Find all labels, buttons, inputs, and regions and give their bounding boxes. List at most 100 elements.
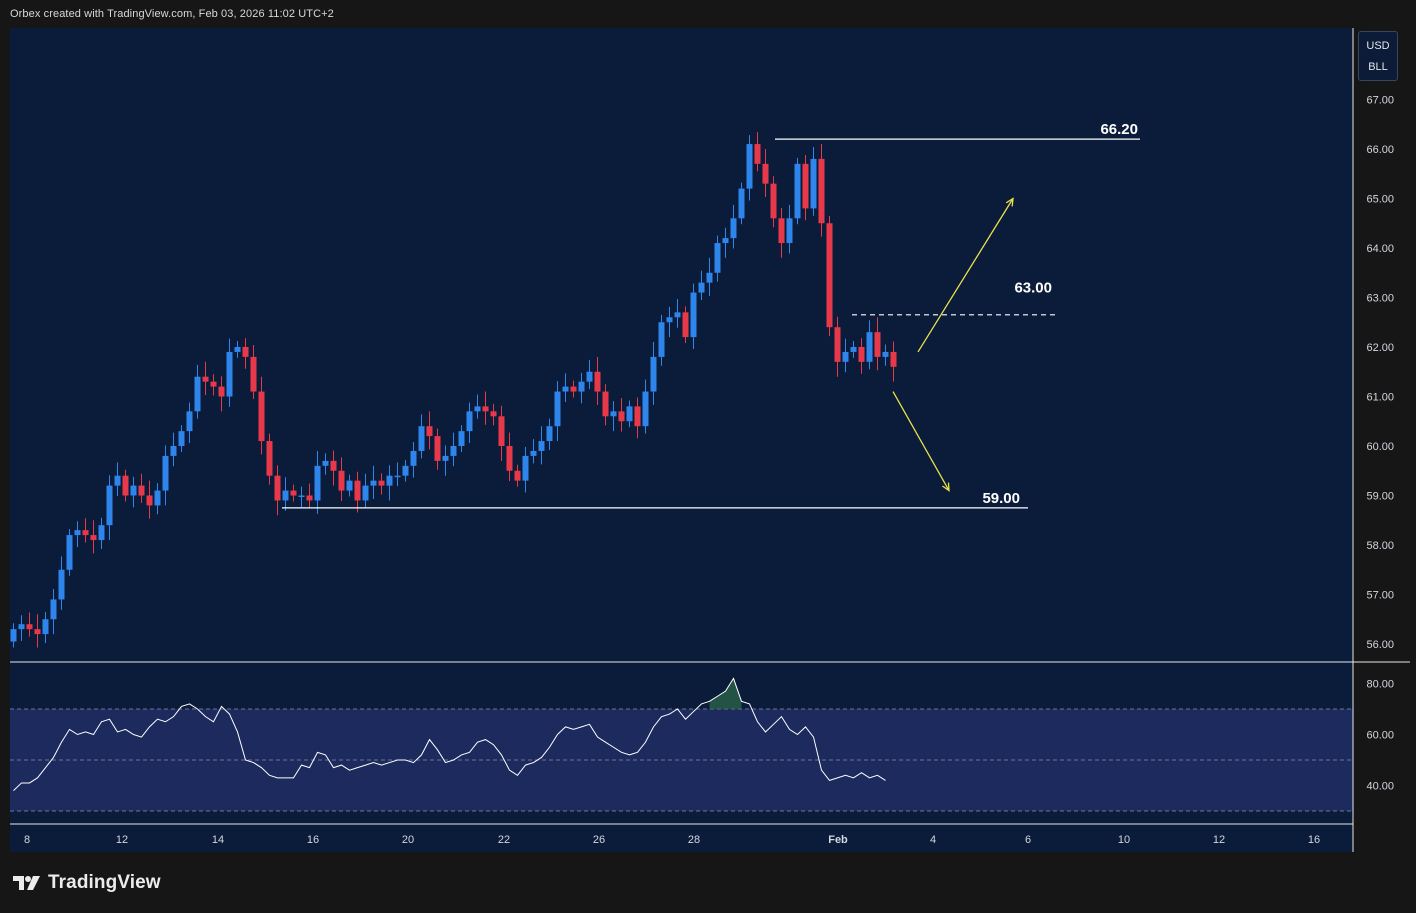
candle-body [722, 238, 729, 244]
level-lines: 66.20 63.00 59.00 [282, 121, 1140, 509]
price-axis[interactable]: 56.00 57.00 58.00 59.00 60.00 61.00 62.00 63.00… [1366, 95, 1394, 652]
time-tick-label: 16 [1308, 834, 1320, 846]
candle-body [706, 272, 713, 283]
candle-body [274, 475, 281, 501]
time-tick-label: 6 [1025, 834, 1031, 846]
candle-body [330, 460, 337, 471]
candle-body [458, 431, 465, 446]
candle-body [434, 436, 441, 461]
candle-body [618, 411, 625, 422]
candle-body [130, 485, 137, 496]
candle-body [154, 490, 161, 506]
candle-body [50, 599, 57, 620]
candle-body [306, 495, 313, 501]
candle-body [826, 223, 833, 328]
price-tick-label: 64.00 [1366, 243, 1394, 255]
candle-body [98, 525, 105, 541]
time-tick-label: 12 [116, 834, 128, 846]
candle-body [178, 431, 185, 446]
candle-body [282, 490, 289, 501]
candle-body [42, 619, 49, 635]
candle-body [226, 351, 233, 397]
candle-body [554, 391, 561, 427]
price-tick-label: 59.00 [1366, 491, 1394, 503]
candle-body [218, 386, 225, 397]
candle-body [818, 158, 825, 224]
price-tick-label: 61.00 [1366, 392, 1394, 404]
rsi-axis[interactable]: 40.00 60.00 80.00 [1366, 679, 1394, 793]
tradingview-logo-text: TradingView [48, 872, 161, 893]
candlestick-series [10, 132, 897, 648]
rsi-line [13, 677, 886, 791]
time-tick-label: 28 [688, 834, 700, 846]
candle-body [442, 455, 449, 461]
level-label-59.00: 59.00 [982, 490, 1020, 507]
candle-body [170, 446, 177, 456]
candle-body [34, 629, 41, 635]
candle-body [746, 144, 753, 189]
candle-body [10, 629, 17, 642]
candle-body [106, 485, 113, 526]
candle-body [674, 312, 681, 318]
candle-body [346, 480, 353, 491]
price-tick-label: 60.00 [1366, 441, 1394, 453]
price-tick-label: 65.00 [1366, 194, 1394, 206]
level-label-63.00: 63.00 [1014, 280, 1052, 297]
arrow-down-head [942, 482, 950, 492]
candle-body [474, 406, 481, 412]
candle-body [490, 411, 497, 417]
candle-body [162, 455, 169, 491]
candle-body [266, 441, 273, 476]
time-tick-label: 14 [212, 834, 224, 846]
price-tick-label: 56.00 [1366, 639, 1394, 651]
rsi-overbought-fill [709, 678, 742, 709]
candle-body [698, 282, 705, 293]
candle-body [738, 188, 745, 219]
candle-body [338, 470, 345, 491]
time-axis[interactable]: 8 12 14 16 20 22 26 28 Feb 4 6 10 12 16 [24, 834, 1320, 846]
candle-body [802, 163, 809, 209]
candle-body [666, 317, 673, 323]
candle-body [378, 480, 385, 486]
price-tick-label: 58.00 [1366, 540, 1394, 552]
price-tick-label: 62.00 [1366, 342, 1394, 354]
time-tick-label: 20 [402, 834, 414, 846]
candle-body [122, 475, 129, 496]
candle-body [450, 446, 457, 456]
rsi-tick-label: 60.00 [1366, 730, 1394, 742]
time-tick-label: Feb [828, 834, 848, 846]
candle-body [370, 480, 377, 486]
candle-body [610, 411, 617, 417]
candle-body [642, 391, 649, 427]
candle-body [834, 327, 841, 362]
candle-body [546, 426, 553, 442]
candle-body [498, 416, 505, 446]
candle-body [890, 351, 897, 367]
tradingview-logo[interactable]: TradingView [12, 871, 161, 895]
projection-arrows [892, 197, 1014, 492]
candle-body [658, 322, 665, 357]
candle-body [314, 465, 321, 501]
candle-body [138, 485, 145, 496]
candle-body [770, 183, 777, 219]
candle-body [298, 495, 305, 497]
candle-body [290, 490, 297, 496]
candle-body [482, 406, 489, 412]
candle-body [386, 475, 393, 486]
candle-body [562, 386, 569, 392]
time-tick-label: 22 [498, 834, 510, 846]
candle-body [418, 426, 425, 451]
candle-body [570, 386, 577, 392]
candle-body [882, 351, 889, 357]
price-tick-label: 63.00 [1366, 293, 1394, 305]
candle-body [26, 624, 33, 630]
chart-caption: Orbex created with TradingView.com, Feb … [10, 8, 334, 20]
candle-body [322, 460, 329, 466]
candle-body [82, 530, 89, 536]
currency-code: USD [1366, 39, 1390, 52]
candle-body [114, 475, 121, 486]
arrow-up-line [917, 198, 1014, 353]
candle-body [794, 163, 801, 219]
candle-body [810, 158, 817, 209]
